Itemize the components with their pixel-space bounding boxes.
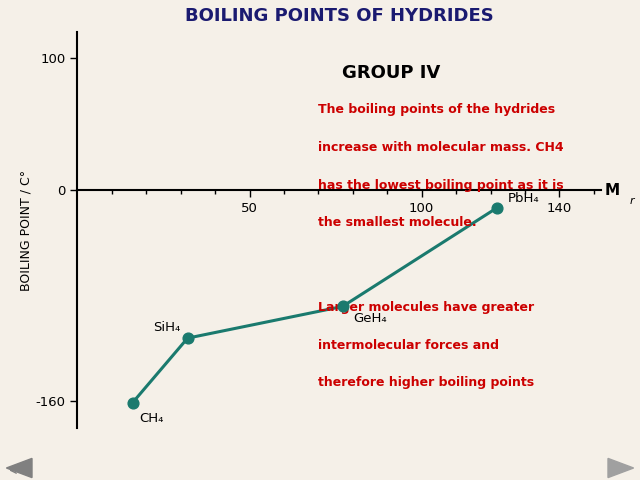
- Text: The boiling points of the hydrides: The boiling points of the hydrides: [318, 103, 556, 116]
- Text: GeH₄: GeH₄: [353, 312, 387, 325]
- Text: therefore higher boiling points: therefore higher boiling points: [318, 376, 534, 389]
- Point: [182, 334, 193, 342]
- Text: GROUP IV: GROUP IV: [342, 64, 440, 82]
- Point: [127, 399, 138, 407]
- Text: SiH₄: SiH₄: [154, 321, 180, 334]
- Text: PbH₄: PbH₄: [508, 192, 540, 205]
- Text: intermolecular forces and: intermolecular forces and: [318, 339, 499, 352]
- Text: increase with molecular mass. CH4: increase with molecular mass. CH4: [318, 141, 564, 154]
- Point: [492, 204, 502, 211]
- Text: the smallest molecule.: the smallest molecule.: [318, 216, 477, 229]
- Text: M: M: [604, 183, 620, 198]
- Text: has the lowest boiling point as it is: has the lowest boiling point as it is: [318, 179, 564, 192]
- Title: BOILING POINTS OF HYDRIDES: BOILING POINTS OF HYDRIDES: [185, 7, 493, 25]
- Point: [337, 302, 348, 310]
- Y-axis label: BOILING POINT / C°: BOILING POINT / C°: [20, 169, 33, 290]
- Text: Larger molecules have greater: Larger molecules have greater: [318, 301, 534, 314]
- Text: CH₄: CH₄: [140, 412, 164, 425]
- Text: r: r: [630, 196, 635, 205]
